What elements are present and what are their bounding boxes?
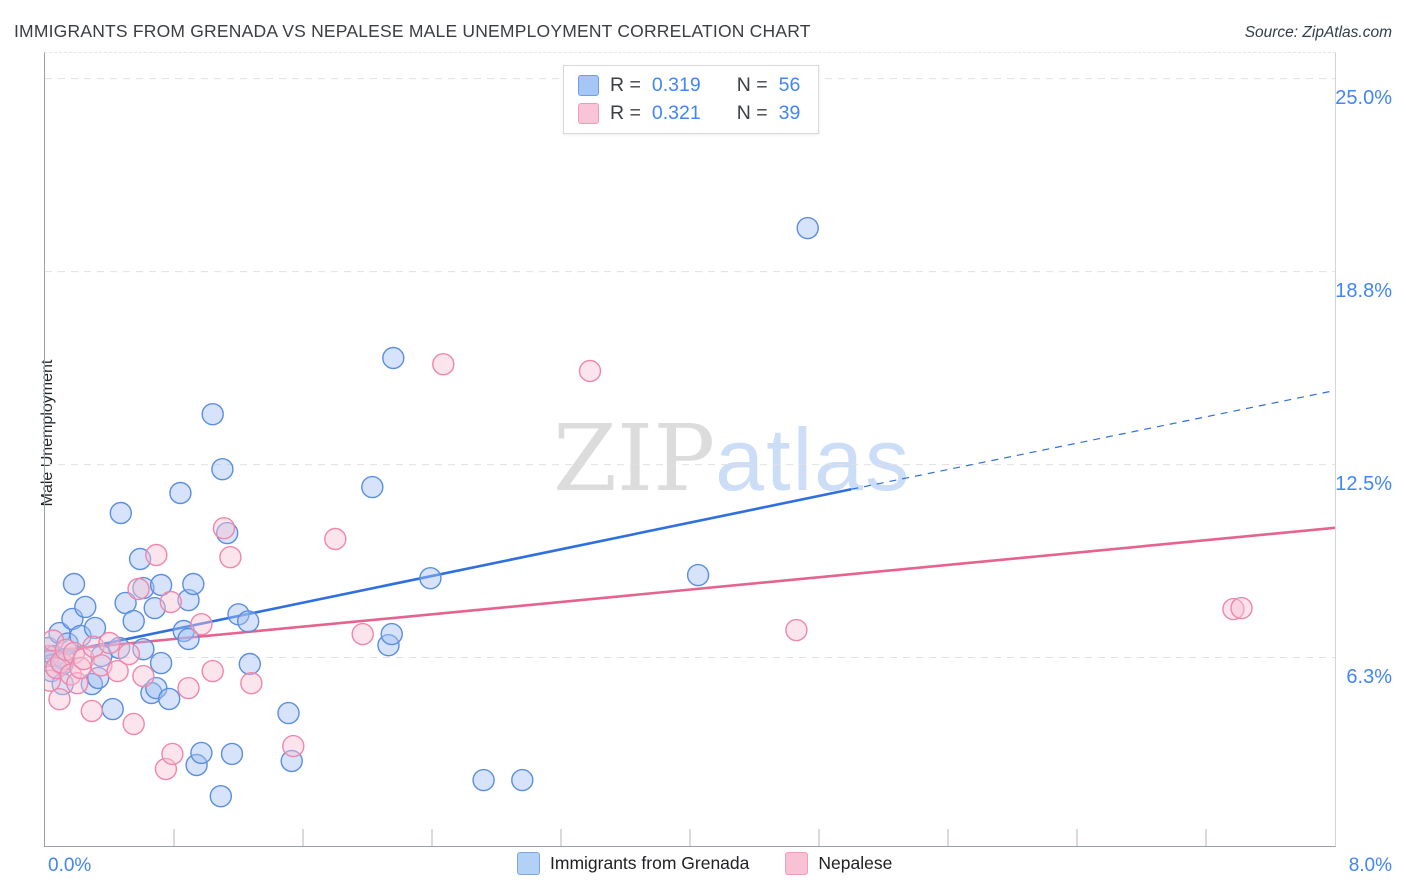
page-title: IMMIGRANTS FROM GRENADA VS NEPALESE MALE… xyxy=(14,21,811,41)
scatter-point-nepalese xyxy=(201,659,224,683)
n-label: N = xyxy=(736,102,768,124)
scatter-point-grenada xyxy=(101,697,124,721)
scatter-point-grenada xyxy=(220,742,244,766)
scatter-point-grenada xyxy=(190,741,213,765)
grenada-legend-swatch xyxy=(578,75,599,96)
nepalese-legend-swatch xyxy=(578,103,599,124)
scatter-point-grenada xyxy=(185,753,208,777)
series-legend: Immigrants from Grenada Nepalese xyxy=(517,852,892,875)
legend-row-grenada[interactable]: R = 0.319 N = 56 xyxy=(578,74,804,97)
scatter-point-grenada xyxy=(177,627,200,651)
scatter-point-grenada xyxy=(796,216,819,240)
scatter-point-grenada xyxy=(209,785,233,808)
scatter-point-nepalese xyxy=(282,734,305,758)
scatter-point-nepalese xyxy=(159,590,183,614)
scatter-point-grenada xyxy=(238,652,262,676)
scatter-point-grenada xyxy=(109,501,133,525)
scatter-point-grenada xyxy=(236,610,260,633)
y-axis-tick-label: 25.0% xyxy=(1335,86,1392,109)
scatter-point-nepalese xyxy=(1222,597,1245,621)
r-label: R = xyxy=(610,102,641,124)
scatter-point-nepalese xyxy=(324,527,347,551)
scatter-point-nepalese xyxy=(98,631,121,655)
r-value-grenada: 0.319 xyxy=(651,74,701,96)
scatter-point-grenada xyxy=(83,616,107,640)
n-value-grenada: 56 xyxy=(778,74,801,96)
scatter-point-nepalese xyxy=(432,353,455,376)
scatter-point-grenada xyxy=(382,346,405,370)
scatter-point-nepalese xyxy=(45,629,65,652)
scatter-point-grenada xyxy=(149,651,173,675)
scatter-point-grenada xyxy=(122,609,145,633)
scatter-point-grenada xyxy=(201,403,224,426)
trend-line-grenada xyxy=(45,487,852,658)
scatter-point-nepalese xyxy=(117,642,141,666)
scatter-point-nepalese xyxy=(177,676,200,700)
scatter-point-nepalese xyxy=(190,613,213,636)
scatter-point-grenada xyxy=(74,595,97,619)
scatter-plot-svg xyxy=(45,78,1335,846)
scatter-point-grenada xyxy=(149,573,173,597)
x-max-label: 8.0% xyxy=(1348,855,1392,876)
scatter-point-nepalese xyxy=(122,712,145,736)
scatter-point-grenada xyxy=(277,701,300,725)
scatter-point-grenada xyxy=(211,458,234,481)
scatter-point-grenada xyxy=(157,687,181,711)
correlation-legend-box: R = 0.319 N = 56 R = 0.321 N = 39 xyxy=(563,65,819,134)
scatter-point-nepalese xyxy=(80,699,103,723)
scatter-point-nepalese xyxy=(48,688,71,711)
scatter-point-grenada xyxy=(686,563,710,587)
scatter-point-nepalese xyxy=(351,622,374,646)
r-value-nepalese: 0.321 xyxy=(651,102,701,124)
scatter-point-grenada xyxy=(132,638,155,661)
scatter-point-grenada xyxy=(169,481,192,505)
scatter-point-nepalese xyxy=(106,659,129,683)
r-label: R = xyxy=(610,74,641,96)
scatter-point-nepalese xyxy=(578,359,602,383)
scatter-point-grenada xyxy=(361,475,384,499)
scatter-point-nepalese xyxy=(785,618,808,642)
scatter-point-grenada xyxy=(472,768,495,792)
y-axis-tick-label: 6.3% xyxy=(1346,665,1392,688)
scatter-point-nepalese xyxy=(219,546,242,569)
x-min-label: 0.0% xyxy=(48,855,92,876)
nepalese-series-swatch xyxy=(785,852,809,875)
scatter-point-grenada xyxy=(182,572,205,596)
scatter-point-nepalese xyxy=(240,672,263,695)
legend-row-nepalese[interactable]: R = 0.321 N = 39 xyxy=(578,102,804,125)
y-axis-tick-label: 12.5% xyxy=(1335,472,1392,495)
scatter-point-grenada xyxy=(62,572,86,596)
grenada-series-swatch xyxy=(517,852,540,875)
y-axis-tick-label: 18.8% xyxy=(1335,279,1392,302)
source-attribution: Source: ZipAtlas.com xyxy=(1244,24,1392,41)
scatter-point-nepalese xyxy=(212,517,236,540)
scatter-point-nepalese xyxy=(161,742,184,766)
n-value-nepalese: 39 xyxy=(778,102,801,124)
trend-line-nepalese xyxy=(45,526,1335,653)
series-legend-item-nepalese[interactable]: Nepalese xyxy=(785,852,892,875)
trend-line-extrapolated-grenada xyxy=(851,389,1335,490)
scatter-point-nepalese xyxy=(145,543,168,567)
grenada-series-label: Immigrants from Grenada xyxy=(550,853,750,873)
nepalese-series-label: Nepalese xyxy=(818,853,893,873)
scatter-point-nepalese xyxy=(1230,596,1253,620)
plot-area: ZIPatlas xyxy=(44,52,1336,847)
series-legend-item-grenada[interactable]: Immigrants from Grenada xyxy=(517,852,749,875)
scatter-point-nepalese xyxy=(127,577,150,601)
n-label: N = xyxy=(736,74,768,96)
scatter-point-grenada xyxy=(511,768,534,792)
scatter-point-nepalese xyxy=(132,664,155,688)
scatter-point-grenada xyxy=(419,567,442,590)
scatter-point-grenada xyxy=(380,622,403,646)
